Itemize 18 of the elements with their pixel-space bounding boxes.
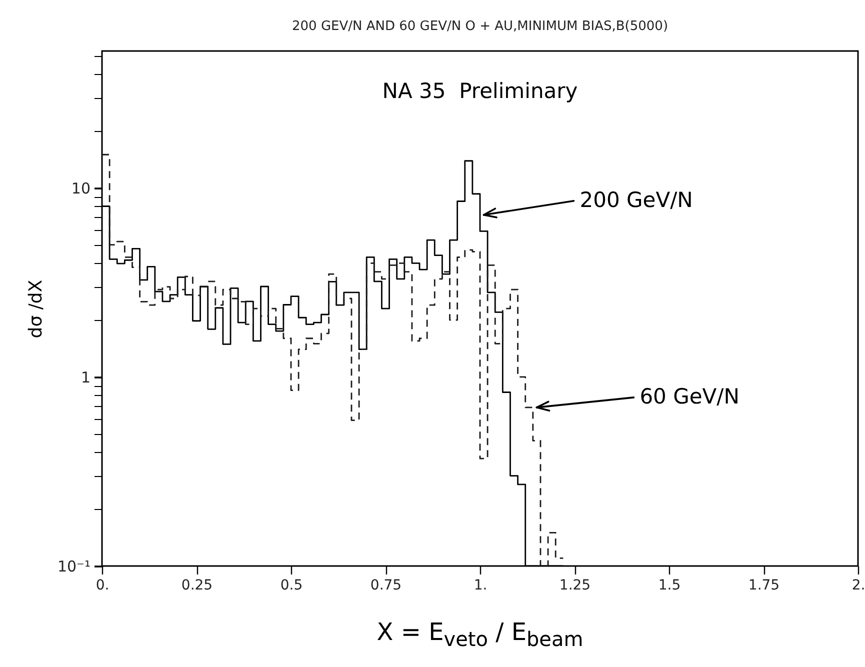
chart-title: 200 GEV/N AND 60 GEV/N O + AU,MINIMUM BIAS,B(5000) (292, 18, 668, 34)
x-tick-label: 1. (474, 578, 488, 594)
x-tick-label: 1.75 (748, 578, 780, 594)
y-axis-title: dσ /dX (25, 280, 46, 338)
x-tick-label: 2. (852, 578, 865, 594)
annotation: 60 GeV/N (640, 384, 740, 408)
x-tick-label: 0.25 (181, 578, 213, 594)
x-tick-label: 1.25 (559, 578, 591, 594)
x-axis-title: X = E$_{veto}$ / E$_{beam}$ (376, 618, 584, 651)
y-tick-label: 10 (71, 179, 90, 198)
y-tick-label: 10⁻¹ (57, 558, 90, 576)
y-tick-label: 1 (80, 368, 90, 386)
x-tick-label: 0.5 (280, 578, 303, 594)
x-tick-label: 0. (96, 578, 110, 594)
annotation: NA 35 Preliminary (381, 79, 579, 103)
x-tick-label: 1.5 (658, 578, 681, 594)
annotation: 200 GeV/N (580, 188, 693, 212)
x-tick-label: 0.75 (370, 578, 402, 594)
